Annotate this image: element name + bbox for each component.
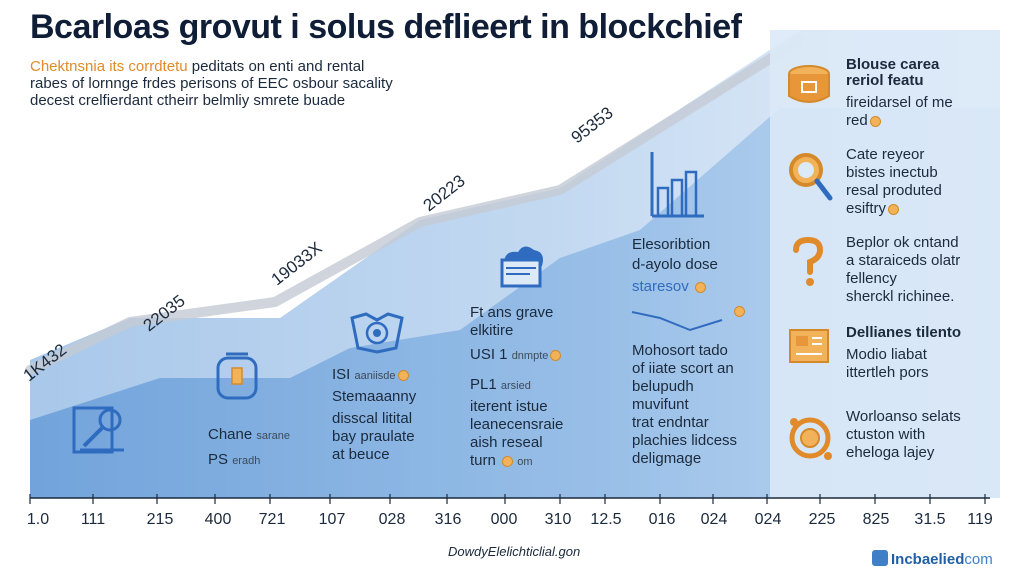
x-axis-label: 119 [967, 511, 993, 528]
sidebar-item-2-line-1: Cate reyeor [846, 146, 925, 163]
column-3-line-8: turn om [470, 452, 533, 469]
sidebar-item-4-line-2: ittertleh pors [846, 364, 929, 381]
cloud-window-icon [500, 246, 543, 288]
coin-network-icon [789, 417, 832, 460]
page-subtitle: Chektnsnia its corrdtetu peditats on ent… [30, 58, 450, 109]
column-4-line-10: deligmage [632, 450, 702, 467]
x-axis-label: 107 [318, 511, 346, 528]
column-4-line-2: d-ayolo dose [632, 256, 718, 273]
x-axis-label: 316 [434, 511, 462, 528]
sidebar-item-2-line-2: bistes inectub [846, 164, 938, 181]
x-axis-label: 310 [544, 511, 572, 528]
column-4-marker [732, 302, 745, 320]
column-4-line-5: of iiate scort an [632, 360, 734, 377]
column-3-line-2: elkitire [470, 322, 514, 339]
sidebar-item-3-line-2: a staraiceds olatr [846, 252, 961, 269]
subtitle-lead: Chektnsnia its corrdtetu [30, 58, 188, 75]
column-4-line-4: Mohosort tado [632, 342, 728, 359]
sidebar-item-3-line-3: fellency [846, 270, 897, 287]
x-axis-label: 024 [754, 511, 782, 528]
x-axis-label: 016 [648, 511, 676, 528]
sidebar-item-1-title-2: reriol featu [846, 72, 924, 89]
sidebar-item-1-line-1: fireidarsel of me [846, 94, 953, 111]
brand-logo[interactable]: Incbaeliedcom [872, 550, 993, 568]
x-axis-label: 111 [80, 511, 106, 528]
bar-chart-icon [650, 152, 704, 218]
growth-area-front [30, 108, 1000, 498]
subtitle-line-3: decest crelfierdant ctheirr belmliy smre… [30, 92, 346, 109]
column-1-line-2: PS eradh [208, 451, 261, 468]
document-magnifier-icon [72, 406, 124, 454]
column-2-line-1: ISI aaniisde [332, 366, 409, 385]
column-4-line-3: staresov [632, 278, 706, 296]
x-axis-label: 215 [146, 511, 174, 528]
x-axis-label: 225 [808, 511, 836, 528]
sidebar-item-2-line-4: esiftry [846, 200, 900, 218]
sidebar-item-1-title: Blouse carea [846, 56, 940, 73]
column-2-line-4: bay praulate [332, 428, 415, 445]
x-axis-label: 825 [862, 511, 890, 528]
sidebar-item-1-line-2: red [846, 112, 881, 130]
sidebar-item-4-title: Dellianes tilento [846, 324, 962, 341]
column-4-line-9: plachies lidcess [632, 432, 738, 449]
column-2-line-2: Stemaaanny [332, 388, 417, 405]
sidebar-item-2-line-3: resal produted [846, 182, 942, 199]
column-4-line-8: trat endntar [632, 414, 709, 431]
x-axis-label: 000 [490, 511, 518, 528]
column-3-line-4: PL1 arsied [470, 376, 531, 393]
subtitle-line-2: rabes of lornnge frdes perisons of EEC o… [30, 75, 393, 92]
column-4-line-7: muvifunt [632, 396, 689, 413]
x-axis-label: 400 [204, 511, 232, 528]
mini-trend-line [631, 311, 723, 332]
coin-stack-icon [788, 65, 830, 103]
question-mark-icon [793, 236, 824, 286]
sidebar-item-3-line-1: Beplor ok cntand [846, 234, 959, 251]
column-3-line-7: aish reseal [470, 434, 543, 451]
x-axis-label: 12.5 [590, 511, 622, 528]
sidebar-item-5-line-1: Worloanso selats [846, 408, 961, 425]
column-3-line-6: leanecensraie [470, 416, 564, 433]
column-4-line-1: Elesoribtion [632, 236, 711, 253]
column-2-line-3: disscal litital [332, 410, 413, 427]
sidebar-item-3-line-4: sherckl richinee. [846, 288, 955, 305]
growth-trend-ribbon [25, 35, 805, 375]
magnifier-icon [789, 153, 833, 201]
x-axis-label: 31.5 [914, 511, 946, 528]
sidebar-item-5-line-2: ctuston with [846, 426, 926, 443]
column-3-line-1: Ft ans grave [470, 304, 554, 321]
sidebar-item-4-line-1: Modio liabat [846, 346, 927, 363]
x-axis-ticks [29, 494, 986, 504]
x-axis-label: 028 [378, 511, 406, 528]
source-caption: DowdyElelichticlial.gon [448, 544, 581, 559]
column-4-line-6: belupudh [632, 378, 694, 395]
column-3-line-3: USI 1 dnmpte [470, 346, 562, 365]
column-3-line-5: iterent istue [470, 398, 548, 415]
x-axis-label: 1.0 [26, 511, 50, 528]
column-2-line-5: at beuce [332, 446, 390, 463]
brand-icon [872, 550, 888, 566]
x-axis-label: 721 [258, 511, 286, 528]
safe-vault-icon [216, 352, 258, 400]
sidebar-item-5-line-3: eheloga lajey [846, 444, 935, 461]
page-title: Bcarloas grovut i solus deflieert in blo… [30, 8, 742, 46]
column-1-line-1: Chane sarane [208, 426, 291, 443]
x-axis-label: 024 [700, 511, 728, 528]
shield-target-icon [350, 312, 404, 354]
subtitle-rest: peditats on enti and rental [187, 58, 365, 75]
document-grid-icon [789, 329, 829, 363]
